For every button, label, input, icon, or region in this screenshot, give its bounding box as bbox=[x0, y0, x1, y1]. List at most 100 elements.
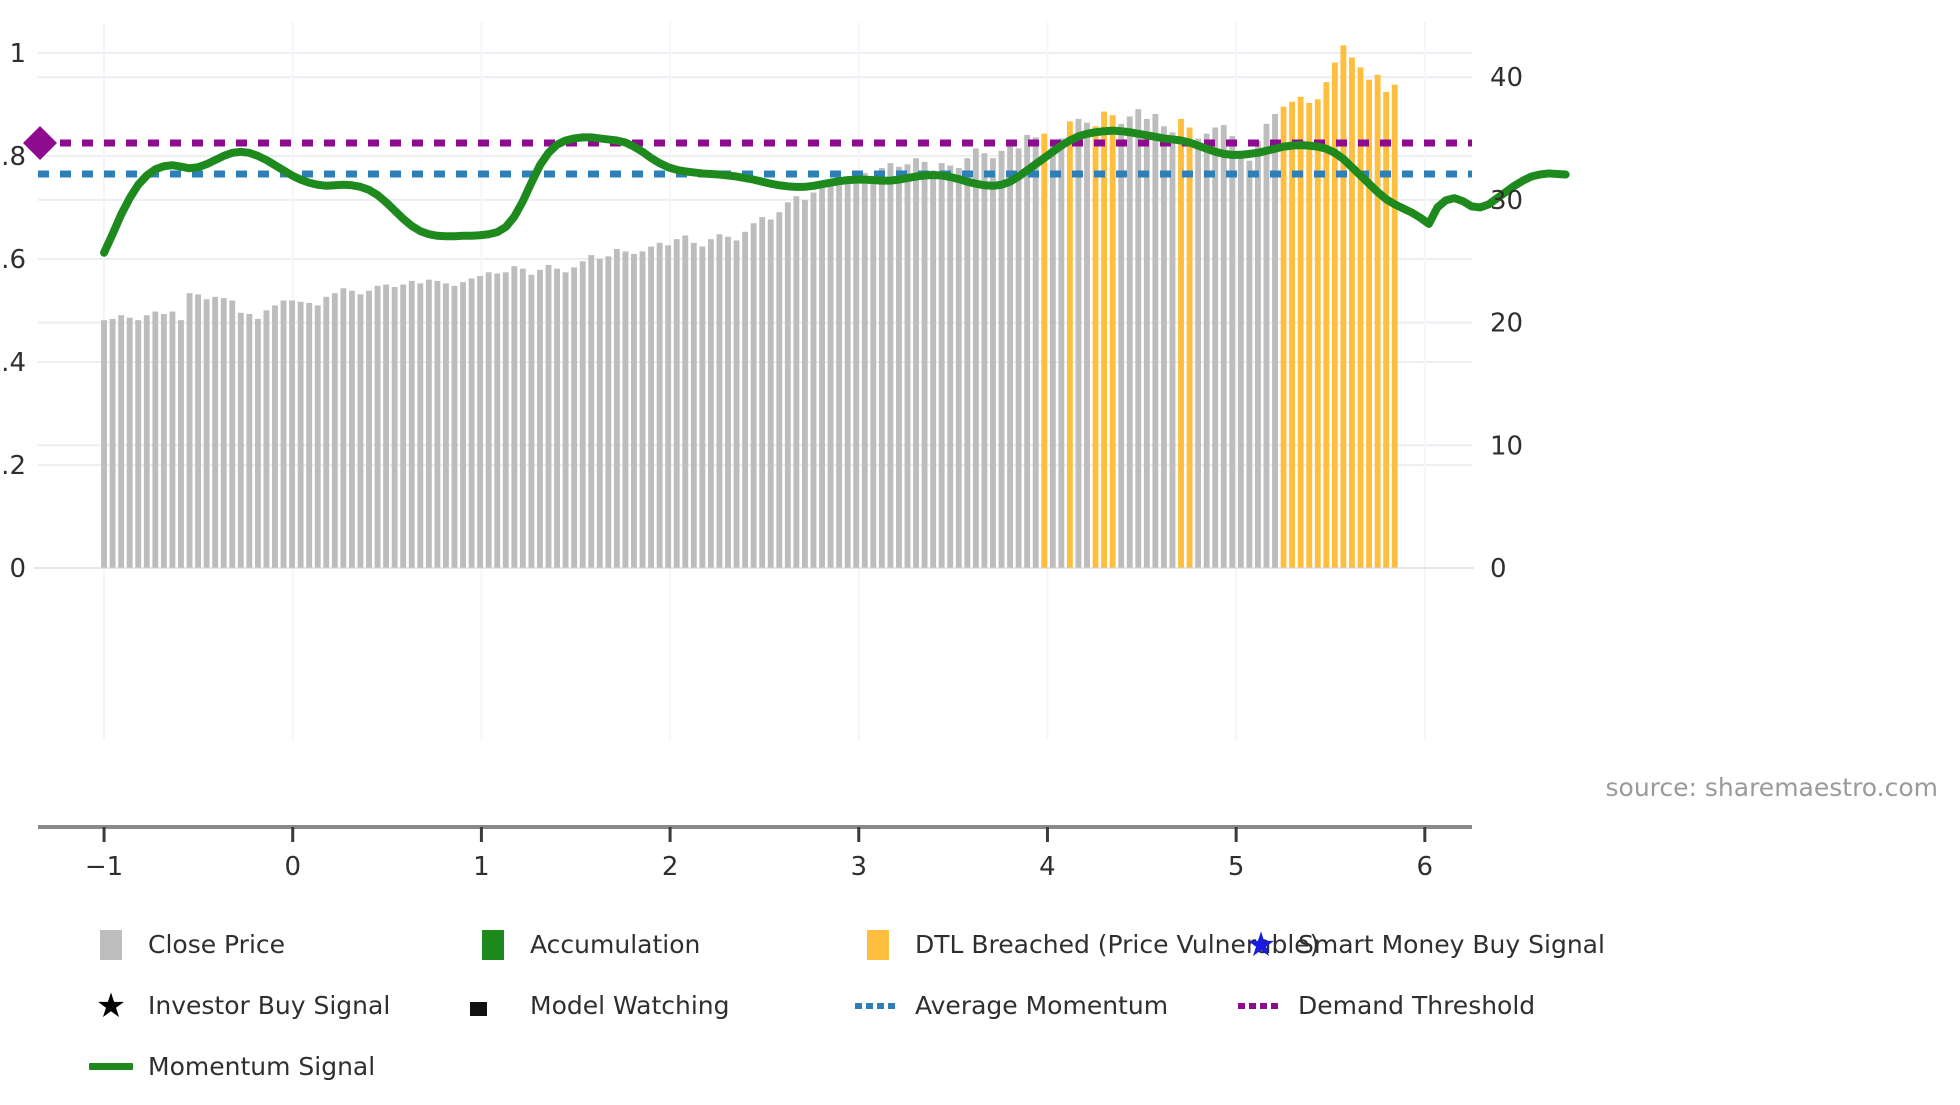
legend-item[interactable]: Model Watching bbox=[470, 986, 730, 1025]
dot-group bbox=[855, 1002, 901, 1009]
x-axis-tick-label: 3 bbox=[851, 852, 868, 882]
close-price-bar bbox=[306, 302, 313, 568]
x-axis-tick-label: 2 bbox=[662, 852, 679, 882]
close-price-bar bbox=[178, 320, 184, 568]
close-price-bar bbox=[126, 317, 133, 568]
square-swatch-icon bbox=[88, 929, 134, 960]
close-price-bar bbox=[417, 283, 424, 568]
close-price-bar bbox=[1272, 114, 1278, 569]
close-price-bar bbox=[656, 242, 663, 568]
close-price-bar bbox=[588, 255, 595, 568]
close-price-bar bbox=[878, 168, 885, 568]
legend-item[interactable]: Average Momentum bbox=[855, 986, 1168, 1025]
legend-item[interactable]: ★ Investor Buy Signal bbox=[88, 986, 391, 1025]
x-axis-tick-label: 4 bbox=[1039, 852, 1056, 882]
close-price-bar bbox=[152, 311, 159, 568]
dtl-breached-bar bbox=[1349, 57, 1355, 568]
dtl-breached-bar bbox=[1357, 67, 1364, 569]
close-price-bar bbox=[263, 310, 270, 568]
close-price-bar bbox=[784, 202, 791, 569]
close-price-bar bbox=[374, 285, 381, 568]
close-price-bar bbox=[289, 300, 296, 568]
left-axis-tick-label: 0.4 bbox=[0, 348, 26, 378]
close-price-bar bbox=[220, 298, 227, 568]
close-price-bar bbox=[1169, 132, 1176, 568]
dashed-line-icon bbox=[470, 1002, 516, 1016]
close-price-bar bbox=[579, 261, 586, 568]
legend-item[interactable]: Accumulation bbox=[470, 925, 700, 964]
close-price-bar bbox=[827, 182, 834, 569]
close-price-bar bbox=[357, 294, 364, 568]
close-price-bar bbox=[648, 246, 654, 568]
close-price-bar bbox=[186, 293, 193, 568]
close-price-bar bbox=[938, 163, 945, 568]
legend-item[interactable]: ★ Smart Money Buy Signal bbox=[1238, 925, 1605, 964]
close-price-bar bbox=[887, 163, 894, 568]
close-price-bar bbox=[331, 293, 338, 568]
dtl-breached-bar bbox=[1331, 62, 1338, 569]
line-stroke bbox=[89, 1063, 133, 1070]
legend-item[interactable]: Demand Threshold bbox=[1238, 986, 1535, 1025]
legend-label: Smart Money Buy Signal bbox=[1298, 930, 1605, 959]
dtl-breached-bar bbox=[1178, 118, 1184, 569]
right-axis-tick-label: 30 bbox=[1490, 186, 1523, 216]
close-price-bar bbox=[802, 199, 808, 568]
close-price-bar bbox=[1007, 144, 1013, 568]
dtl-breached-bar bbox=[1306, 102, 1313, 568]
close-price-bar bbox=[160, 314, 167, 568]
legend-row: Momentum Signal bbox=[0, 1047, 1960, 1086]
close-price-bar bbox=[1135, 109, 1142, 569]
dash-group bbox=[470, 1002, 516, 1016]
close-price-bar bbox=[494, 273, 501, 568]
close-price-bar bbox=[468, 278, 475, 568]
close-price-bar bbox=[776, 212, 783, 568]
close-price-bar bbox=[1255, 141, 1261, 568]
close-price-bar bbox=[254, 318, 261, 568]
close-price-bar bbox=[690, 242, 697, 568]
legend-label: DTL Breached (Price Vulnerable) bbox=[915, 930, 1320, 959]
legend-label: Close Price bbox=[148, 930, 286, 959]
close-price-bar bbox=[947, 165, 954, 568]
right-axis-tick-label: 10 bbox=[1490, 431, 1523, 461]
dtl-breached-bar bbox=[1186, 127, 1193, 569]
close-price-bar bbox=[631, 253, 637, 568]
close-price-bar bbox=[1237, 150, 1244, 568]
legend-item[interactable]: Momentum Signal bbox=[88, 1047, 375, 1086]
left-axis-tick-label: 1 bbox=[9, 39, 26, 69]
close-price-bar bbox=[1075, 118, 1082, 569]
swatch-fill bbox=[867, 929, 889, 960]
close-price-bar bbox=[314, 305, 321, 568]
dtl-breached-bar bbox=[1109, 115, 1116, 568]
dtl-breached-bar bbox=[1340, 45, 1347, 569]
legend-label: Momentum Signal bbox=[148, 1052, 376, 1081]
close-price-bar bbox=[109, 318, 116, 568]
close-price-bar bbox=[391, 287, 398, 568]
x-axis-tick-label: 1 bbox=[473, 852, 490, 882]
dtl-breached-bar bbox=[1280, 106, 1287, 568]
demand-threshold-start-diamond bbox=[23, 126, 57, 161]
reference-lines bbox=[23, 126, 1472, 178]
close-price-bar bbox=[955, 168, 962, 568]
star-glyph: ★ bbox=[1245, 924, 1277, 965]
close-price-bar bbox=[819, 187, 825, 568]
legend-item[interactable]: DTL Breached (Price Vulnerable) bbox=[855, 925, 1319, 964]
close-price-bar bbox=[716, 234, 723, 568]
star-marker-icon: ★ bbox=[88, 989, 134, 1023]
right-axis-tick-label: 20 bbox=[1490, 309, 1523, 339]
close-price-bar bbox=[682, 235, 689, 569]
legend-label: Model Watching bbox=[530, 991, 730, 1020]
close-price-bar bbox=[1032, 137, 1039, 568]
close-price-bar bbox=[485, 272, 492, 568]
close-price-bar bbox=[366, 290, 372, 568]
close-price-bar bbox=[537, 269, 543, 568]
left-axis-tick-label: 0 bbox=[9, 554, 26, 584]
legend-item[interactable]: Close Price bbox=[88, 925, 285, 964]
close-price-bar bbox=[1263, 123, 1270, 568]
square-swatch-icon bbox=[855, 929, 901, 960]
close-price-bar bbox=[1229, 136, 1236, 569]
close-price-bar bbox=[212, 296, 219, 568]
dotted-line-icon bbox=[855, 1002, 901, 1009]
dtl-breached-bar bbox=[1383, 91, 1390, 568]
